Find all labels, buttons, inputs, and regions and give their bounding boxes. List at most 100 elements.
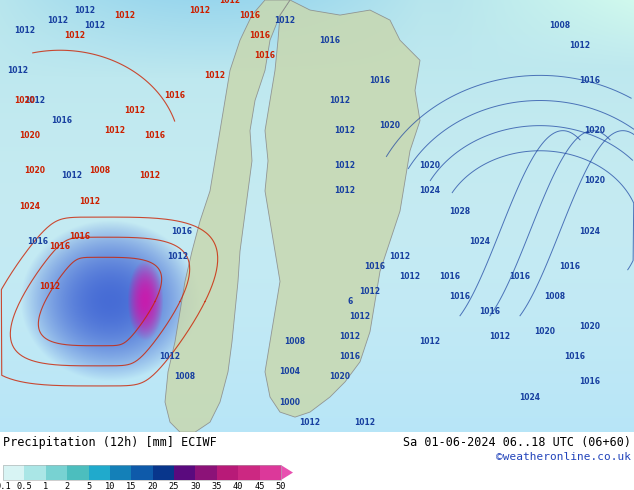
Text: 1012: 1012: [335, 126, 356, 135]
Text: 1016: 1016: [365, 262, 385, 271]
Bar: [89, 465, 110, 480]
Text: Precipitation (12h) [mm] ECIWF: Precipitation (12h) [mm] ECIWF: [3, 436, 217, 449]
Text: 1012: 1012: [139, 172, 160, 180]
Text: 1016: 1016: [479, 307, 500, 316]
Bar: [3, 465, 24, 480]
Bar: [110, 465, 131, 480]
Text: 1012: 1012: [399, 272, 420, 281]
Text: 1012: 1012: [389, 252, 410, 261]
Text: 1012: 1012: [330, 96, 351, 105]
Text: 1016: 1016: [51, 116, 72, 125]
Text: 1016: 1016: [320, 36, 340, 45]
Text: Sa 01-06-2024 06..18 UTC (06+60): Sa 01-06-2024 06..18 UTC (06+60): [403, 436, 631, 449]
Text: 1024: 1024: [420, 187, 441, 196]
Bar: [131, 465, 153, 480]
Text: 40: 40: [233, 482, 243, 490]
Text: 1012: 1012: [275, 16, 295, 24]
Text: 1012: 1012: [569, 41, 590, 49]
Polygon shape: [165, 0, 290, 432]
Text: 1012: 1012: [15, 25, 36, 35]
Text: 1024: 1024: [579, 227, 600, 236]
Text: 1012: 1012: [65, 31, 86, 40]
Text: 1012: 1012: [115, 11, 136, 20]
Text: 1016: 1016: [510, 272, 531, 281]
Text: 1016: 1016: [564, 352, 586, 361]
Bar: [46, 465, 67, 480]
Text: 1020: 1020: [585, 176, 605, 185]
Text: 1020: 1020: [25, 167, 46, 175]
Text: 1016: 1016: [370, 76, 391, 85]
Text: 1012: 1012: [339, 332, 361, 341]
Text: 0.1: 0.1: [0, 482, 11, 490]
Text: 1008: 1008: [89, 167, 110, 175]
Text: 1016: 1016: [579, 76, 600, 85]
Text: 1012: 1012: [335, 161, 356, 171]
Bar: [217, 465, 238, 480]
Text: 1012: 1012: [349, 312, 370, 321]
Bar: [259, 465, 281, 480]
Text: 1016: 1016: [172, 227, 193, 236]
Text: 1012: 1012: [105, 126, 126, 135]
Polygon shape: [265, 0, 420, 417]
Text: ©weatheronline.co.uk: ©weatheronline.co.uk: [496, 452, 631, 462]
Text: 1020: 1020: [585, 126, 605, 135]
Text: 1020: 1020: [420, 161, 441, 171]
Text: 2: 2: [65, 482, 70, 490]
Text: 1012: 1012: [8, 66, 29, 75]
Text: 1012: 1012: [359, 287, 380, 296]
Text: 20: 20: [148, 482, 158, 490]
Bar: [67, 465, 89, 480]
Bar: [195, 465, 217, 480]
Text: 1016: 1016: [49, 242, 70, 251]
Text: 10: 10: [105, 482, 115, 490]
Text: 45: 45: [254, 482, 265, 490]
Text: 1: 1: [43, 482, 48, 490]
Text: 1016: 1016: [164, 91, 186, 100]
Text: 1016: 1016: [339, 352, 361, 361]
Text: 1008: 1008: [285, 337, 306, 346]
Text: 1012: 1012: [25, 96, 46, 105]
Bar: [238, 465, 259, 480]
Text: 1012: 1012: [160, 352, 181, 361]
Bar: [174, 465, 195, 480]
Text: 1008: 1008: [174, 372, 195, 381]
Text: 1012: 1012: [299, 417, 321, 427]
Text: 1020: 1020: [380, 121, 401, 130]
Text: 1012: 1012: [61, 172, 82, 180]
Text: 1012: 1012: [79, 196, 101, 205]
Bar: [24, 465, 46, 480]
Text: 1020: 1020: [330, 372, 351, 381]
Bar: [153, 465, 174, 480]
Text: 1024: 1024: [519, 392, 541, 401]
Polygon shape: [281, 465, 293, 480]
Text: 1012: 1012: [48, 16, 68, 24]
Text: 30: 30: [190, 482, 201, 490]
Text: 1012: 1012: [420, 337, 441, 346]
Bar: [3, 465, 281, 480]
Text: 1012: 1012: [84, 21, 105, 29]
Text: 5: 5: [86, 482, 91, 490]
Text: 50: 50: [276, 482, 286, 490]
Text: 1020: 1020: [534, 327, 555, 336]
Text: 1016: 1016: [579, 377, 600, 387]
Text: 1008: 1008: [545, 292, 566, 301]
Text: 1016: 1016: [145, 131, 165, 140]
Text: 1016: 1016: [250, 31, 271, 40]
Text: 1024: 1024: [20, 201, 41, 211]
Text: 1004: 1004: [280, 368, 301, 376]
Text: 1016: 1016: [450, 292, 470, 301]
Text: 1012: 1012: [354, 417, 375, 427]
Text: 0.5: 0.5: [16, 482, 32, 490]
Text: 1012: 1012: [219, 0, 240, 4]
Text: 1012: 1012: [335, 187, 356, 196]
Text: 6: 6: [347, 297, 353, 306]
Text: 1008: 1008: [550, 21, 571, 29]
Text: 1020: 1020: [15, 96, 36, 105]
Text: 1020: 1020: [20, 131, 41, 140]
Text: 1012: 1012: [39, 282, 60, 291]
Text: 1028: 1028: [450, 207, 470, 216]
Text: 1016: 1016: [254, 51, 276, 60]
Text: 1024: 1024: [470, 237, 491, 245]
Text: 1016: 1016: [439, 272, 460, 281]
Text: 1016: 1016: [70, 232, 91, 241]
